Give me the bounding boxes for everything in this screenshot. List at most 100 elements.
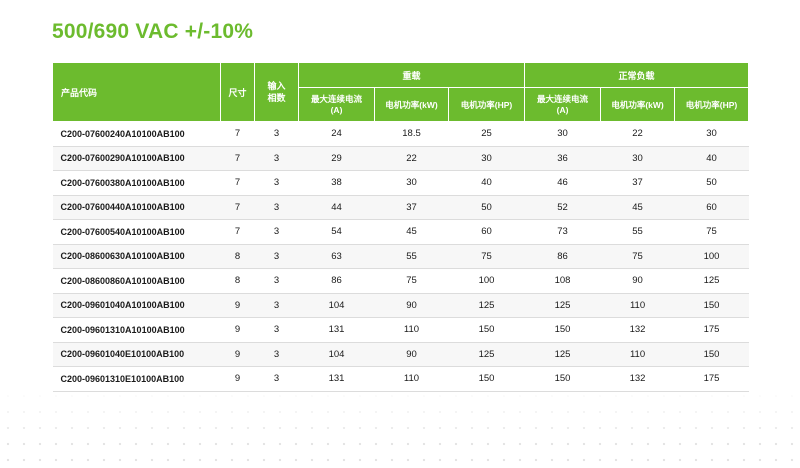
cell-normal-motor-hp: 40 <box>674 146 749 171</box>
table-row: C200-07600440A10100AB100 7 3 44 37 50 52 45 60 <box>52 195 749 220</box>
cell-heavy-motor-kw: 18.5 <box>374 121 449 147</box>
cell-normal-max-current: 36 <box>524 146 601 171</box>
cell-product-code: C200-09601310E10100AB100 <box>52 366 221 392</box>
cell-input-phases: 3 <box>254 342 299 367</box>
cell-input-phases: 3 <box>254 146 299 171</box>
cell-heavy-motor-hp: 100 <box>448 268 525 294</box>
header-normal-duty: 正常负载 <box>524 62 750 88</box>
spec-table: 产品代码 尺寸 输入 相数 重载 正常负载 最大连续电流 (A) 电机功率(kW… <box>52 62 750 392</box>
table-header: 产品代码 尺寸 输入 相数 重载 正常负载 最大连续电流 (A) 电机功率(kW… <box>52 62 750 122</box>
cell-normal-max-current: 108 <box>524 268 601 294</box>
cell-size: 9 <box>220 366 255 392</box>
cell-heavy-max-current: 131 <box>298 317 375 343</box>
table-row: C200-09601310A10100AB100 9 3 131 110 150 150 13… <box>52 317 749 343</box>
cell-heavy-motor-hp: 125 <box>448 342 525 367</box>
cell-normal-motor-hp: 50 <box>674 170 749 196</box>
cell-input-phases: 3 <box>254 366 299 392</box>
cell-normal-motor-kw: 45 <box>600 195 675 220</box>
table-row: C200-08600860A10100AB100 8 3 86 75 100 108 90 12… <box>52 268 749 294</box>
cell-product-code: C200-09601040E10100AB100 <box>52 342 221 367</box>
cell-normal-motor-kw: 37 <box>600 170 675 196</box>
cell-size: 7 <box>220 219 255 245</box>
cell-normal-motor-kw: 90 <box>600 268 675 294</box>
cell-size: 7 <box>220 121 255 147</box>
cell-normal-max-current: 73 <box>524 219 601 245</box>
cell-heavy-motor-kw: 55 <box>374 244 449 269</box>
cell-size: 8 <box>220 244 255 269</box>
cell-heavy-motor-hp: 150 <box>448 317 525 343</box>
cell-normal-motor-hp: 75 <box>674 219 749 245</box>
cell-heavy-motor-hp: 150 <box>448 366 525 392</box>
cell-normal-motor-hp: 125 <box>674 268 749 294</box>
header-normal-max-current-label: 最大连续电流 (A) <box>537 93 589 115</box>
cell-normal-motor-kw: 132 <box>600 317 675 343</box>
cell-product-code: C200-09601310A10100AB100 <box>52 317 221 343</box>
cell-normal-motor-kw: 110 <box>600 293 675 318</box>
cell-heavy-motor-kw: 45 <box>374 219 449 245</box>
cell-normal-motor-hp: 150 <box>674 293 749 318</box>
cell-heavy-max-current: 86 <box>298 268 375 294</box>
cell-normal-max-current: 86 <box>524 244 601 269</box>
cell-normal-motor-hp: 100 <box>674 244 749 269</box>
header-heavy-duty: 重载 <box>297 62 526 88</box>
cell-normal-motor-kw: 30 <box>600 146 675 171</box>
cell-size: 9 <box>220 317 255 343</box>
header-heavy-max-current-label: 最大连续电流 (A) <box>310 93 362 115</box>
cell-heavy-motor-hp: 60 <box>448 219 525 245</box>
header-heavy-motor-kw: 电机功率(kW) <box>374 87 449 122</box>
cell-normal-motor-kw: 132 <box>600 366 675 392</box>
cell-normal-max-current: 125 <box>524 293 601 318</box>
table-row: C200-07600380A10100AB100 7 3 38 30 40 46 37 50 <box>52 170 749 196</box>
cell-size: 7 <box>220 195 255 220</box>
dot-pattern-decoration <box>0 388 800 468</box>
cell-normal-max-current: 30 <box>524 121 601 147</box>
cell-heavy-max-current: 24 <box>298 121 375 147</box>
cell-heavy-motor-hp: 50 <box>448 195 525 220</box>
cell-heavy-motor-kw: 30 <box>374 170 449 196</box>
cell-heavy-motor-hp: 125 <box>448 293 525 318</box>
cell-heavy-motor-kw: 90 <box>374 293 449 318</box>
cell-heavy-max-current: 54 <box>298 219 375 245</box>
table-row: C200-07600290A10100AB100 7 3 29 22 30 36 30 40 <box>52 146 749 171</box>
cell-product-code: C200-07600290A10100AB100 <box>52 146 221 171</box>
table-row: C200-09601040E10100AB100 9 3 104 90 125 125 110… <box>52 342 749 367</box>
cell-size: 7 <box>220 146 255 171</box>
cell-product-code: C200-07600240A10100AB100 <box>52 121 221 147</box>
cell-input-phases: 3 <box>254 170 299 196</box>
cell-product-code: C200-08600630A10100AB100 <box>52 244 221 269</box>
header-heavy-motor-hp: 电机功率(HP) <box>447 87 526 122</box>
cell-normal-motor-kw: 110 <box>600 342 675 367</box>
cell-heavy-max-current: 63 <box>298 244 375 269</box>
cell-input-phases: 3 <box>254 195 299 220</box>
table-row: C200-08600630A10100AB100 8 3 63 55 75 86 75 100 <box>52 244 749 269</box>
cell-normal-motor-hp: 30 <box>674 121 749 147</box>
cell-input-phases: 3 <box>254 219 299 245</box>
cell-normal-motor-hp: 60 <box>674 195 749 220</box>
cell-normal-max-current: 150 <box>524 366 601 392</box>
header-size: 尺寸 <box>220 62 255 122</box>
page-title: 500/690 VAC +/-10% <box>52 20 254 43</box>
cell-heavy-motor-kw: 22 <box>374 146 449 171</box>
cell-heavy-motor-kw: 75 <box>374 268 449 294</box>
cell-size: 9 <box>220 342 255 367</box>
cell-heavy-motor-kw: 110 <box>374 317 449 343</box>
cell-heavy-max-current: 104 <box>298 342 375 367</box>
cell-heavy-motor-kw: 37 <box>374 195 449 220</box>
cell-size: 8 <box>220 268 255 294</box>
header-input-phases-label: 输入 相数 <box>267 81 286 103</box>
cell-product-code: C200-07600380A10100AB100 <box>52 170 221 196</box>
table-row: C200-09601040A10100AB100 9 3 104 90 125 125 110… <box>52 293 749 318</box>
cell-product-code: C200-07600440A10100AB100 <box>52 195 221 220</box>
cell-normal-max-current: 150 <box>524 317 601 343</box>
header-heavy-max-current: 最大连续电流 (A) <box>298 87 375 122</box>
cell-heavy-max-current: 38 <box>298 170 375 196</box>
header-normal-motor-kw: 电机功率(kW) <box>600 87 676 122</box>
cell-input-phases: 3 <box>254 317 299 343</box>
cell-normal-max-current: 46 <box>524 170 601 196</box>
cell-heavy-motor-hp: 30 <box>448 146 525 171</box>
cell-product-code: C200-09601040A10100AB100 <box>52 293 221 318</box>
cell-heavy-max-current: 44 <box>298 195 375 220</box>
cell-heavy-motor-kw: 90 <box>374 342 449 367</box>
cell-product-code: C200-07600540A10100AB100 <box>52 219 221 245</box>
cell-size: 7 <box>220 170 255 196</box>
